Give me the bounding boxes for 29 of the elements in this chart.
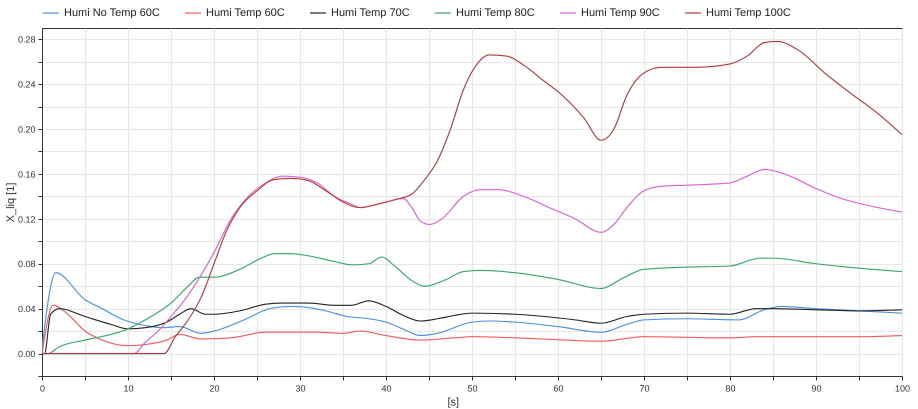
x-tick-label: 100 [894,384,910,394]
x-tick-label: 40 [381,384,392,394]
x-axis-title: [s] [448,396,460,408]
line-series [42,272,902,348]
x-tick-label: 20 [209,384,220,394]
y-tick-label: 0.28 [18,34,36,45]
y-tick-label: 0.08 [18,259,36,270]
x-tick-label: 60 [553,384,564,394]
y-tick-label: 0.24 [18,80,36,90]
x-tick-label: 70 [639,384,650,394]
y-tick-label: 0.12 [18,214,36,224]
legend-label: Humi Temp 90C [581,7,660,19]
line-series [42,40,902,354]
legend-label: Humi No Temp 60C [64,7,160,19]
x-tick-label: 50 [467,384,478,394]
y-tick-label: 0.04 [18,304,36,314]
y-tick-label: 0.20 [18,124,36,135]
legend-label: Humi Temp 80C [456,7,535,19]
x-tick-label: 30 [295,384,306,394]
y-tick-label: 0.16 [18,169,36,180]
x-tick-label: 90 [811,384,822,394]
legend-label: Humi Temp 60C [206,7,285,19]
x-tick-label: 0 [40,384,46,394]
legend-label: Humi Temp 70C [331,7,410,19]
y-tick-label: 0.00 [18,349,36,360]
y-axis-title: X_liq [1] [4,182,17,222]
x-tick-label: 80 [725,384,736,394]
x-tick-label: 10 [123,384,134,394]
legend-label: Humi Temp 100C [706,7,791,19]
